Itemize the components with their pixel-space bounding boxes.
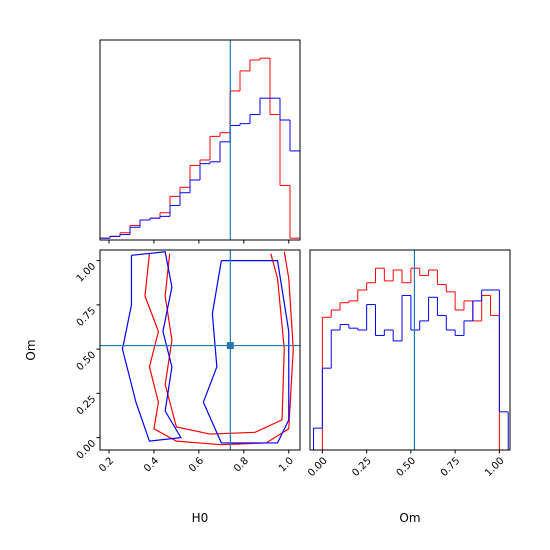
- contour: [144, 251, 294, 446]
- x-tick-label: 0.75: [439, 455, 463, 479]
- x-tick-label: 0.00: [306, 455, 330, 479]
- panel-frame: [99, 39, 301, 241]
- x-axis-label: H0: [192, 511, 209, 525]
- x-tick-label: 0.2: [97, 455, 116, 474]
- y-axis-label: Om: [24, 339, 38, 360]
- y-tick-label: 0.75: [75, 305, 99, 329]
- x-tick-label: 0.6: [187, 455, 206, 474]
- truth-point: [226, 342, 234, 350]
- contour: [202, 260, 290, 444]
- y-tick-label: 0.00: [75, 438, 99, 462]
- y-tick-label: 0.50: [75, 350, 99, 374]
- x-tick-label: 1.0: [277, 455, 296, 474]
- contour: [121, 251, 182, 442]
- y-tick-label: 0.25: [75, 394, 99, 418]
- x-tick-label: 0.4: [142, 455, 161, 474]
- contour: [164, 253, 285, 435]
- x-tick-label: 0.25: [350, 455, 374, 479]
- panel-frame: [309, 249, 511, 451]
- x-tick-label: 0.50: [395, 455, 419, 479]
- x-tick-label: 0.8: [232, 455, 251, 474]
- panel-frame: [99, 249, 301, 451]
- y-tick-label: 1.00: [75, 261, 99, 285]
- x-tick-label: 1.00: [483, 455, 507, 479]
- x-axis-label: Om: [399, 511, 420, 525]
